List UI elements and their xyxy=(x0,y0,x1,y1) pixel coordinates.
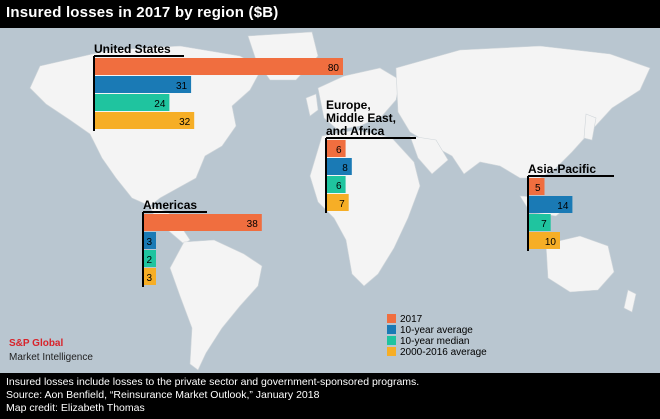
legend-swatch-2000-2016-average xyxy=(387,347,396,356)
legend-swatch-2017 xyxy=(387,314,396,323)
japan-landmass xyxy=(583,113,597,141)
bar-value-label: 6 xyxy=(336,145,342,156)
bar-value-label: 7 xyxy=(339,199,345,210)
region-label-europe-middle-east-and-africa: and Africa xyxy=(326,124,385,138)
brand-logo: S&P Global Market Intelligence xyxy=(9,338,93,363)
region-group-asia-pacific: Asia-Pacific 5 14 7 10 xyxy=(527,162,614,251)
region-group-europe-middle-east-and-africa: Europe,Middle East,and Africa 686 7 xyxy=(325,98,416,213)
footer-notes: Insured losses include losses to the pri… xyxy=(6,376,656,415)
bar-value-label: 80 xyxy=(328,63,340,74)
legend-label-2017: 2017 xyxy=(400,314,423,325)
bar-value-label: 10 xyxy=(545,237,557,248)
brand-subtitle: Market Intelligence xyxy=(9,352,93,363)
bar-europe-middle-east-and-africa-2000-2016-average xyxy=(327,194,349,211)
bar-value-label: 31 xyxy=(176,81,188,92)
region-label-europe-middle-east-and-africa: Middle East, xyxy=(326,111,396,125)
region-label-americas: Americas xyxy=(143,198,197,212)
bar-value-label: 8 xyxy=(342,163,348,174)
europe-landmass xyxy=(317,67,401,131)
uk-landmass xyxy=(305,93,319,117)
bar-united-states-2000-2016-average xyxy=(95,112,195,129)
bar-united-states-10-year-average xyxy=(95,76,192,93)
bar-europe-middle-east-and-africa-2017 xyxy=(327,140,346,157)
bar-americas-2017 xyxy=(144,214,262,231)
bar-americas-10-year-average xyxy=(144,232,156,249)
australia-landmass xyxy=(545,235,615,293)
arabia-landmass xyxy=(409,135,449,175)
legend-label-10-year-average: 10-year average xyxy=(400,325,473,336)
bar-value-label: 6 xyxy=(336,181,342,192)
bar-united-states-10-year-median xyxy=(95,94,170,111)
bar-value-label: 3 xyxy=(146,237,152,248)
footer-credit: Map credit: Elizabeth Thomas xyxy=(6,402,145,414)
new-zealand-landmass xyxy=(623,289,637,313)
legend-label-2000-2016-average: 2000-2016 average xyxy=(400,347,487,358)
bar-value-label: 38 xyxy=(247,219,259,230)
bar-value-label: 5 xyxy=(535,183,541,194)
bar-americas-10-year-median xyxy=(144,250,156,267)
bar-value-label: 3 xyxy=(146,273,152,284)
bar-europe-middle-east-and-africa-10-year-median xyxy=(327,176,346,193)
bar-asia-pacific-2000-2016-average xyxy=(529,232,560,249)
region-label-united-states: United States xyxy=(94,42,171,56)
bar-value-label: 14 xyxy=(557,201,569,212)
south-america-landmass xyxy=(169,239,263,371)
region-group-americas: Americas 38 3 2 3 xyxy=(142,198,262,287)
region-label-asia-pacific: Asia-Pacific xyxy=(528,162,596,176)
footer-source: Source: Aon Benfield, “Reinsurance Marke… xyxy=(6,389,320,401)
region-label-europe-middle-east-and-africa: Europe, xyxy=(326,98,371,112)
footer-note: Insured losses include losses to the pri… xyxy=(6,376,420,388)
bar-europe-middle-east-and-africa-10-year-average xyxy=(327,158,352,175)
region-group-united-states: United States 80 31 24 32 xyxy=(93,42,343,131)
legend-swatch-10-year-median xyxy=(387,336,396,345)
bar-asia-pacific-10-year-average xyxy=(529,196,573,213)
legend-label-10-year-median: 10-year median xyxy=(400,336,469,347)
bar-value-label: 32 xyxy=(179,117,191,128)
bar-value-label: 2 xyxy=(146,255,152,266)
brand-name: S&P Global xyxy=(9,338,63,349)
bar-value-label: 7 xyxy=(541,219,547,230)
chart-title: Insured losses in 2017 by region ($B) xyxy=(6,4,279,21)
legend-swatch-10-year-average xyxy=(387,325,396,334)
bar-united-states-2017 xyxy=(95,58,343,75)
bar-asia-pacific-2017 xyxy=(529,178,545,195)
bar-asia-pacific-10-year-median xyxy=(529,214,551,231)
bar-value-label: 24 xyxy=(154,99,166,110)
bar-americas-2000-2016-average xyxy=(144,268,156,285)
title-bar: Insured losses in 2017 by region ($B) xyxy=(0,0,660,28)
